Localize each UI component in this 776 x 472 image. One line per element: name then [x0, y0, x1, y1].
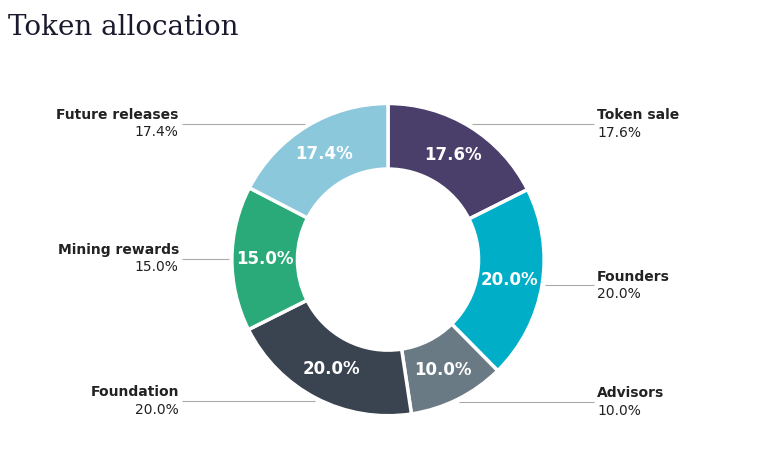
Text: 20.0%: 20.0%	[598, 287, 641, 301]
Text: Advisors: Advisors	[598, 387, 664, 400]
Text: Token allocation: Token allocation	[8, 14, 238, 41]
Text: 17.4%: 17.4%	[135, 125, 178, 139]
Text: 20.0%: 20.0%	[135, 403, 178, 417]
Wedge shape	[249, 103, 388, 218]
Text: Mining rewards: Mining rewards	[57, 243, 178, 257]
Text: 10.0%: 10.0%	[414, 361, 472, 379]
Text: 15.0%: 15.0%	[135, 260, 178, 274]
Text: Future releases: Future releases	[57, 108, 178, 122]
Text: 17.4%: 17.4%	[295, 145, 353, 163]
Text: Founders: Founders	[598, 270, 670, 284]
Text: 20.0%: 20.0%	[481, 270, 539, 289]
Text: 20.0%: 20.0%	[303, 360, 360, 378]
Wedge shape	[388, 103, 528, 219]
Wedge shape	[248, 300, 411, 416]
Text: 15.0%: 15.0%	[236, 250, 293, 268]
Text: Foundation: Foundation	[90, 386, 178, 399]
Text: 10.0%: 10.0%	[598, 404, 641, 418]
Text: 17.6%: 17.6%	[598, 126, 641, 140]
Text: 17.6%: 17.6%	[424, 146, 482, 164]
Wedge shape	[452, 190, 544, 371]
Wedge shape	[402, 324, 497, 414]
Wedge shape	[232, 188, 307, 329]
Text: Token sale: Token sale	[598, 109, 680, 123]
